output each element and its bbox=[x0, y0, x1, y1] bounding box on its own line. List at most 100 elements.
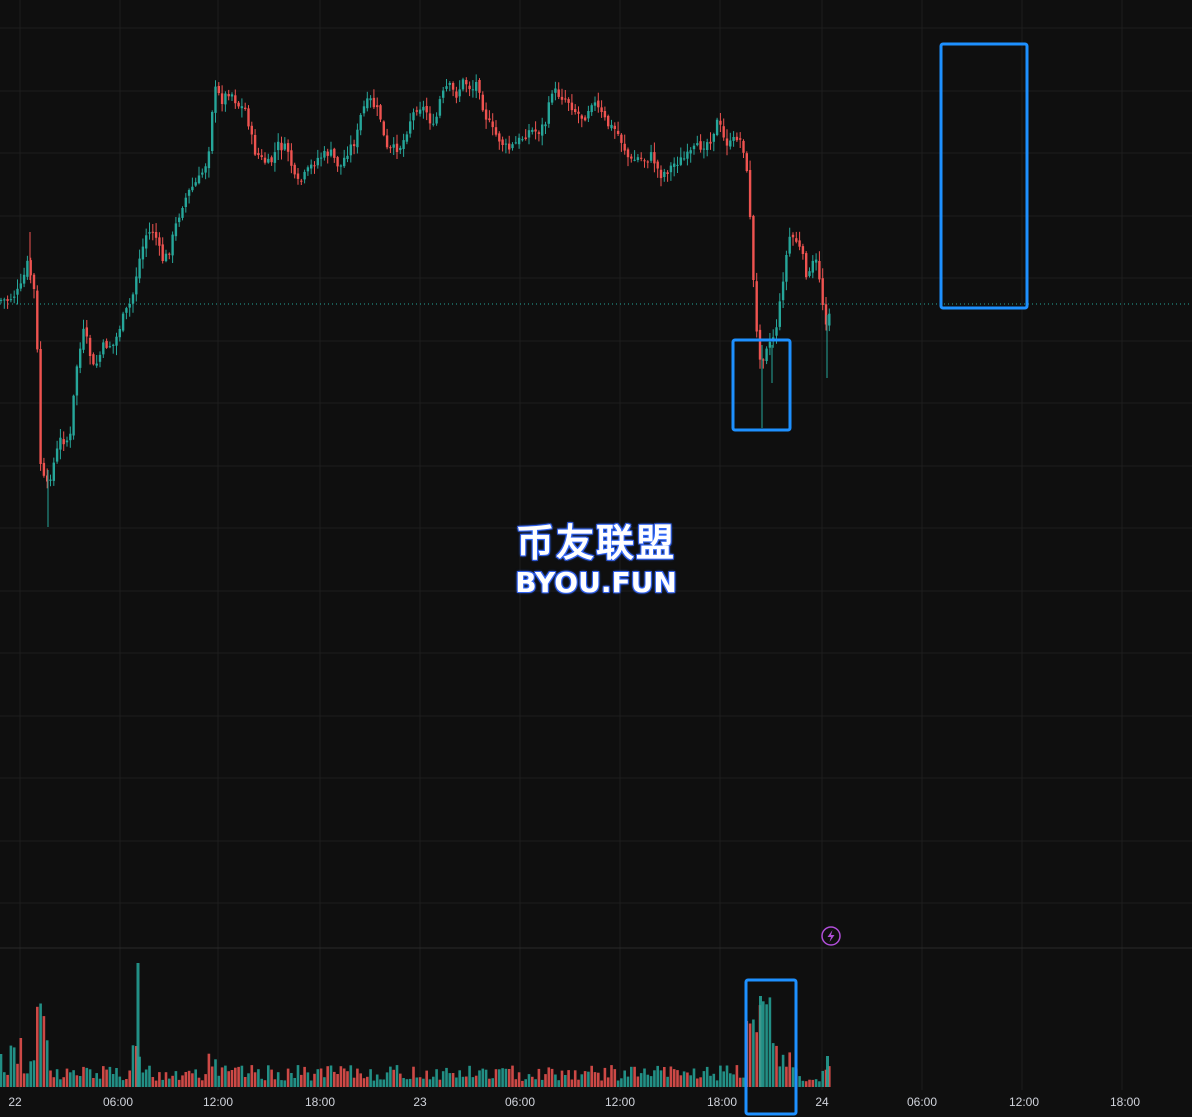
volume-bar bbox=[428, 1079, 432, 1087]
volume-bar bbox=[653, 1070, 656, 1087]
volume-bar bbox=[412, 1066, 415, 1087]
candle-body bbox=[125, 308, 128, 313]
candle-body bbox=[821, 278, 824, 305]
volume-bar bbox=[725, 1065, 729, 1087]
candle-body bbox=[55, 448, 59, 462]
volume-bar bbox=[158, 1072, 161, 1087]
candle-body bbox=[729, 140, 732, 147]
candle-body bbox=[118, 329, 121, 338]
volume-bar bbox=[455, 1077, 458, 1087]
volume-bar bbox=[521, 1080, 524, 1087]
volume-bar bbox=[313, 1073, 316, 1087]
volume-bar bbox=[557, 1080, 560, 1087]
volume-bar bbox=[329, 1065, 333, 1087]
x-tick-label: 18:00 bbox=[305, 1095, 335, 1109]
volume-bar bbox=[646, 1074, 650, 1087]
candle-body bbox=[306, 167, 310, 172]
candle-body bbox=[620, 134, 623, 143]
volume-bar bbox=[735, 1065, 739, 1087]
volume-bar bbox=[323, 1077, 326, 1087]
volume-bar bbox=[461, 1076, 465, 1087]
volume-bar bbox=[759, 996, 762, 1087]
candle-body bbox=[597, 100, 600, 108]
volume-bar bbox=[573, 1070, 577, 1087]
volume-bar bbox=[672, 1069, 676, 1087]
volume-bar bbox=[210, 1066, 214, 1087]
candle-body bbox=[478, 80, 481, 93]
volume-bar bbox=[342, 1068, 346, 1087]
candle-body bbox=[798, 240, 801, 247]
candle-body bbox=[527, 130, 531, 138]
candle-body bbox=[372, 97, 376, 108]
volume-bar bbox=[481, 1068, 485, 1087]
candle-body bbox=[699, 141, 702, 150]
volume-bar bbox=[19, 1038, 23, 1087]
volume-bar bbox=[326, 1066, 329, 1087]
volume-bar bbox=[639, 1073, 643, 1087]
candle-body bbox=[69, 433, 72, 441]
volume-bar bbox=[319, 1068, 323, 1087]
volume-bar bbox=[22, 1073, 26, 1087]
volume-bar bbox=[474, 1075, 478, 1087]
candle-body bbox=[435, 116, 438, 124]
volume-bar bbox=[111, 1074, 115, 1087]
volume-bar bbox=[12, 1047, 16, 1087]
candle-body bbox=[313, 165, 316, 167]
candle-body bbox=[521, 139, 524, 141]
volume-bar bbox=[405, 1079, 409, 1087]
candle-body bbox=[316, 157, 319, 166]
volume-bar bbox=[699, 1077, 702, 1087]
candle-body bbox=[788, 236, 791, 254]
volume-bar bbox=[346, 1071, 349, 1087]
volume-bar bbox=[6, 1074, 9, 1087]
candle-body bbox=[300, 180, 303, 182]
lightning-icon[interactable] bbox=[821, 926, 841, 946]
candle-body bbox=[138, 258, 141, 279]
volume-bar bbox=[290, 1073, 293, 1087]
candle-body bbox=[623, 143, 626, 151]
volume-bar bbox=[468, 1065, 471, 1087]
candle-body bbox=[145, 235, 148, 249]
volume-bar bbox=[300, 1074, 303, 1087]
volume-bar bbox=[738, 1077, 742, 1087]
volume-bar bbox=[729, 1073, 732, 1087]
candle-body bbox=[148, 232, 151, 234]
candle-body bbox=[442, 90, 445, 98]
volume-bar bbox=[293, 1078, 296, 1087]
candle-body bbox=[801, 246, 805, 254]
volume-bar bbox=[775, 1045, 778, 1087]
volume-bar bbox=[748, 1023, 752, 1087]
volume-bar bbox=[72, 1070, 75, 1087]
candle-body bbox=[590, 105, 593, 113]
candle-body bbox=[547, 102, 550, 124]
candle-body bbox=[171, 234, 174, 256]
candle-body bbox=[158, 237, 161, 246]
candle-body bbox=[468, 85, 471, 90]
candle-body bbox=[742, 140, 745, 153]
candle-body bbox=[19, 283, 22, 289]
volume-bar bbox=[121, 1080, 125, 1087]
x-tick-label: 12:00 bbox=[203, 1095, 233, 1109]
volume-bar bbox=[247, 1073, 250, 1087]
candle-body bbox=[488, 118, 491, 121]
volume-bar bbox=[349, 1065, 353, 1087]
candle-body bbox=[762, 359, 765, 361]
volume-bar bbox=[69, 1072, 72, 1087]
volume-bar bbox=[98, 1078, 102, 1087]
volume-bar bbox=[128, 1070, 131, 1087]
candle-body bbox=[554, 88, 557, 93]
candle-body bbox=[828, 313, 831, 326]
volume-bar bbox=[418, 1077, 422, 1087]
candle-body bbox=[785, 255, 788, 282]
volume-bar bbox=[141, 1072, 145, 1087]
volume-bar bbox=[570, 1079, 574, 1087]
candle-body bbox=[234, 95, 237, 104]
volume-bar bbox=[606, 1077, 610, 1087]
volume-bar bbox=[788, 1052, 791, 1087]
volume-bar bbox=[742, 1077, 745, 1087]
candle-body bbox=[178, 217, 181, 223]
x-tick-label: 06:00 bbox=[907, 1095, 937, 1109]
candle-body bbox=[0, 299, 3, 301]
candle-body bbox=[399, 147, 402, 151]
